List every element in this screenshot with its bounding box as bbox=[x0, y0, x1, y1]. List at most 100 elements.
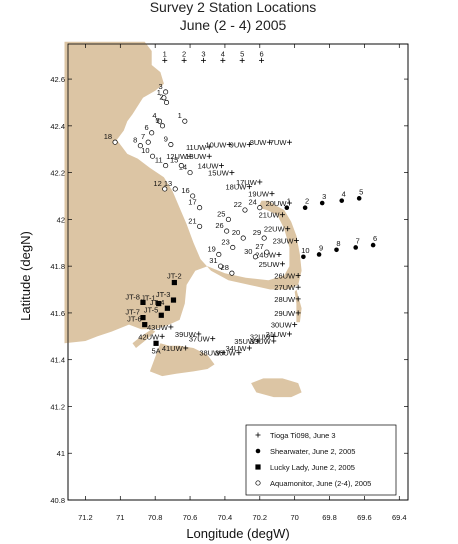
x-tick-label: 70.2 bbox=[252, 513, 267, 522]
lucky-lady-label: JT-2 bbox=[167, 272, 182, 281]
aquamonitor-label: 7 bbox=[141, 132, 145, 141]
tioga-marker bbox=[276, 251, 282, 257]
lucky-lady-marker bbox=[153, 340, 159, 346]
tioga-marker bbox=[271, 333, 277, 339]
land-marthas-vineyard bbox=[149, 343, 215, 377]
shearwater-label: 5 bbox=[359, 187, 363, 196]
tioga-marker bbox=[246, 345, 252, 351]
x-tick-label: 69.6 bbox=[357, 513, 372, 522]
aquamonitor-label: 15 bbox=[170, 156, 178, 165]
aquamonitor-marker bbox=[242, 207, 248, 213]
aquamonitor-marker bbox=[224, 228, 230, 234]
aquamonitor-marker bbox=[230, 244, 236, 250]
x-tick-label: 71.2 bbox=[78, 513, 93, 522]
shearwater-marker bbox=[302, 205, 308, 210]
tioga-label: 24UW bbox=[255, 250, 277, 259]
aquamonitor-label: 27 bbox=[255, 242, 263, 251]
axis-ticks: 71.2 71 70.8 70.6 70.4 70.2 70 69.8 69.6 69.440.8… bbox=[50, 44, 408, 522]
legend-aquamonitor-label: Aquamonitor, June (2-4), 2005 bbox=[270, 479, 371, 488]
aquamonitor-label: 25 bbox=[217, 209, 225, 218]
tioga-label: 18UW bbox=[225, 183, 247, 192]
aquamonitor-marker bbox=[137, 143, 143, 149]
aquamonitor-marker bbox=[261, 235, 267, 241]
aquamonitor-label: 21 bbox=[188, 216, 196, 225]
tioga-marker bbox=[236, 350, 242, 356]
shearwater-label: 2 bbox=[305, 197, 309, 206]
aquamonitor-label: 17 bbox=[188, 198, 196, 207]
y-tick-label: 42 bbox=[57, 215, 65, 224]
legend-tioga-label: Tioga Ti098, June 3 bbox=[270, 431, 336, 440]
tioga-label: 21UW bbox=[259, 211, 281, 220]
lucky-lady-marker bbox=[140, 299, 146, 305]
series-lucky-lady: JT-1 JT-2 JT-3JT-4JT-5JT-6JT-7 JT-8 5A bbox=[125, 272, 181, 356]
tioga-marker bbox=[246, 184, 252, 190]
lucky-lady-marker bbox=[140, 315, 146, 321]
tioga-label: 34UW bbox=[225, 344, 247, 353]
shearwater-label: 7 bbox=[356, 236, 360, 245]
shearwater-marker bbox=[370, 242, 376, 248]
tioga-label: 28UW bbox=[274, 295, 296, 304]
legend: Tioga Ti098, June 3 Shearwater, June 2, 2… bbox=[245, 424, 397, 496]
shearwater-marker bbox=[334, 247, 339, 253]
tioga-marker bbox=[286, 331, 292, 337]
lucky-lady-label: JT-7 bbox=[125, 308, 140, 317]
legend-lucky-lady-marker bbox=[255, 464, 261, 470]
shearwater-marker bbox=[356, 196, 362, 201]
y-tick-label: 40.8 bbox=[50, 496, 65, 505]
x-axis-label: Longitude (degW) bbox=[186, 526, 289, 541]
tioga-label: 26UW bbox=[274, 272, 296, 281]
y-tick-label: 41.2 bbox=[50, 402, 65, 411]
aquamonitor-label: 18 bbox=[104, 132, 112, 141]
aquamonitor-label: 9 bbox=[164, 135, 168, 144]
tioga-label: 35UW bbox=[234, 337, 256, 346]
tioga-marker bbox=[246, 142, 252, 148]
x-tick-label: 71 bbox=[116, 513, 124, 522]
y-tick-label: 42.6 bbox=[50, 75, 65, 84]
aquamonitor-marker bbox=[163, 163, 169, 169]
legend-tioga-marker bbox=[255, 432, 261, 438]
aquamonitor-marker bbox=[162, 186, 168, 192]
aquamonitor-label: 26 bbox=[215, 221, 223, 230]
aquamonitor-label: 1 bbox=[178, 111, 182, 120]
tioga-marker bbox=[257, 179, 263, 185]
tioga-label: 5 bbox=[240, 49, 244, 58]
shearwater-marker bbox=[284, 205, 290, 210]
tioga-marker bbox=[220, 57, 226, 63]
tioga-label: 41UW bbox=[162, 344, 184, 353]
tioga-label: 25UW bbox=[259, 260, 281, 269]
aquamonitor-label: 23 bbox=[221, 237, 229, 246]
legend-shearwater-marker bbox=[255, 448, 261, 454]
aquamonitor-marker bbox=[252, 254, 258, 260]
tioga-label: 43UW bbox=[147, 323, 169, 332]
aquamonitor-label: 28 bbox=[221, 263, 229, 272]
land-mainland bbox=[64, 41, 302, 344]
lucky-lady-marker bbox=[158, 312, 164, 318]
tioga-label: 7UW bbox=[270, 138, 288, 147]
y-tick-label: 41.4 bbox=[50, 356, 65, 365]
lucky-lady-marker bbox=[164, 305, 170, 311]
legend-aquamonitor-marker bbox=[255, 480, 261, 486]
aquamonitor-marker bbox=[145, 139, 151, 145]
aquamonitor-marker bbox=[218, 263, 224, 269]
tioga-marker bbox=[218, 163, 224, 169]
aquamonitor-label: 6 bbox=[145, 123, 149, 132]
y-tick-label: 41 bbox=[57, 449, 65, 458]
tioga-marker bbox=[269, 191, 275, 197]
tioga-marker bbox=[255, 338, 261, 344]
lucky-lady-label: JT-5 bbox=[144, 305, 159, 314]
shearwater-marker bbox=[316, 252, 322, 257]
tioga-label: 9UW bbox=[230, 141, 248, 150]
lucky-lady-marker bbox=[170, 297, 177, 303]
tioga-label: 32UW bbox=[250, 332, 272, 341]
tioga-marker bbox=[286, 139, 292, 145]
aquamonitor-marker bbox=[150, 153, 156, 159]
tioga-marker bbox=[279, 261, 285, 267]
y-tick-label: 42.4 bbox=[50, 122, 65, 131]
shearwater-marker bbox=[353, 245, 358, 250]
tioga-label: 22UW bbox=[264, 225, 286, 234]
tioga-label: 10UW bbox=[205, 141, 227, 150]
tioga-marker bbox=[200, 57, 206, 63]
x-tick-label: 70.8 bbox=[148, 513, 163, 522]
lucky-lady-label: JT-3 bbox=[156, 290, 171, 299]
